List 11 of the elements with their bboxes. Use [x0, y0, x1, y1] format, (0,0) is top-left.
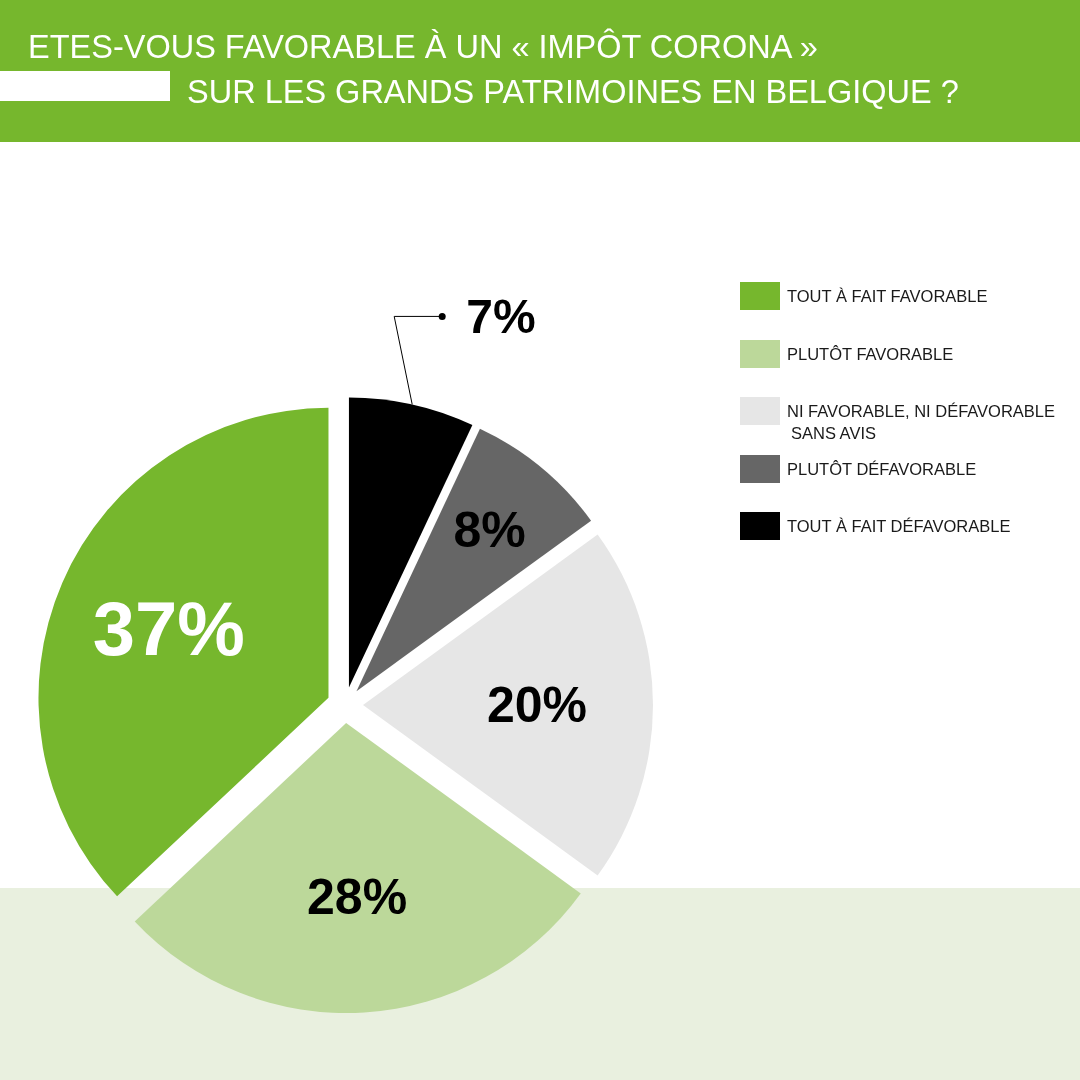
legend-label: PLUTÔT FAVORABLE: [787, 345, 954, 363]
data-label: 7%: [466, 290, 536, 344]
data-label: 20%: [486, 677, 588, 733]
data-label: 28%: [307, 868, 408, 925]
legend-label: TOUT À FAIT FAVORABLE: [787, 287, 988, 305]
data-label: 8%: [453, 502, 526, 559]
legend-label: NI FAVORABLE, NI DÉFAVORABLE SANS AVIS: [787, 402, 1056, 442]
data-label: 37%: [92, 586, 245, 672]
chart-title: ETES-VOUS FAVORABLE À UN « IMPÔT CORONA » SUR LES GRANDS PATRIMOINES EN BELGIQUE ?: [28, 28, 959, 110]
legend-label: PLUTÔT DÉFAVORABLE: [787, 460, 977, 478]
legend-label: TOUT À FAIT DÉFAVORABLE: [787, 517, 1011, 535]
